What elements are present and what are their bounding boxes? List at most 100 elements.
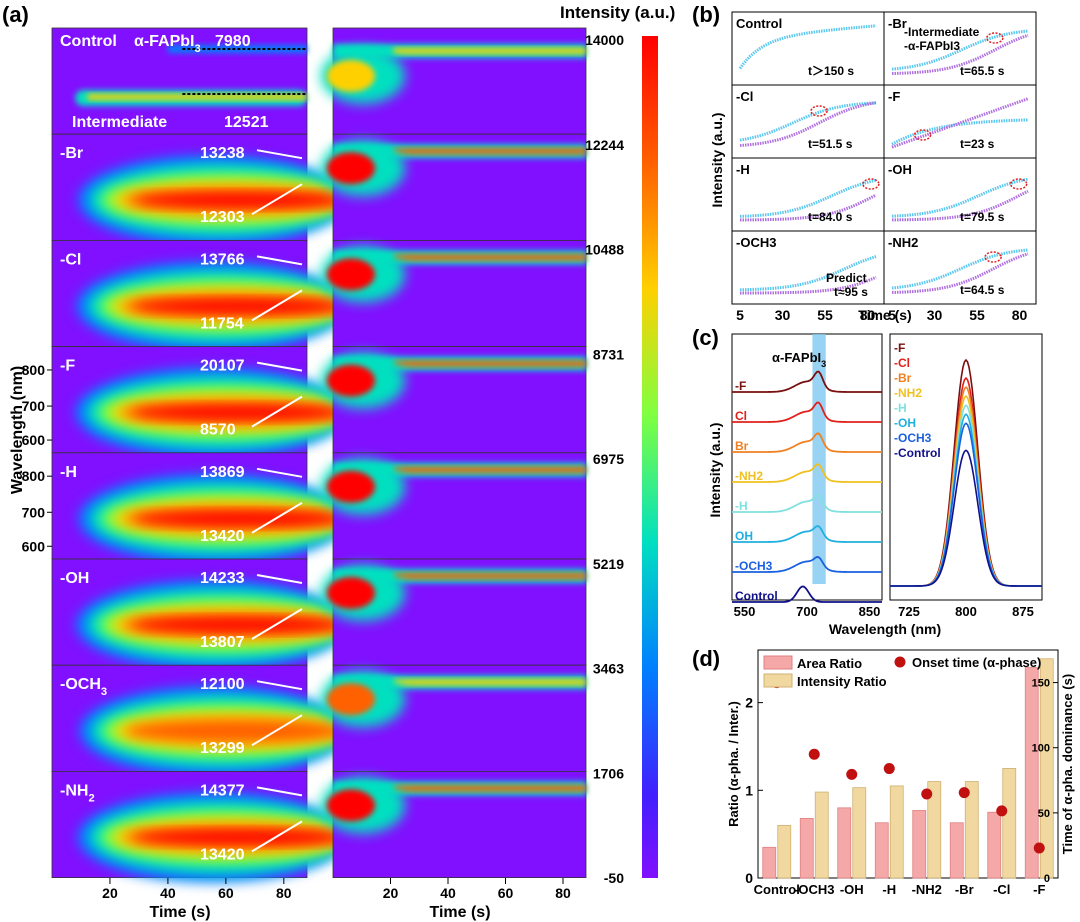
x-tick-label: 40: [440, 885, 456, 901]
heatmap-right-row: [321, 346, 587, 454]
x-tick-label: 700: [796, 604, 818, 619]
row-label: -F: [60, 358, 75, 375]
panel-b-subplot: -H t=84.0 s: [731, 157, 885, 232]
stacked-spectrum: [732, 463, 882, 483]
heatmap-intensity-layer: [133, 406, 347, 419]
colorbar-tick-label: 6975: [593, 451, 624, 467]
x-tick-label: 30: [927, 307, 943, 323]
subplot-label: -Cl: [736, 89, 753, 104]
intermediate-curve: [739, 178, 877, 218]
panel-b-ylabel: Intensity (a.u.): [709, 113, 725, 208]
x-tick-label: 60: [498, 885, 514, 901]
heatmap-right-row: [321, 558, 587, 666]
stack-label: -NH2: [735, 469, 763, 483]
panel-b-subplot-frame: [883, 157, 1037, 232]
legend-onset-marker: [894, 656, 906, 668]
stacked-spectrum: [732, 585, 882, 603]
stacked-spectrum: [732, 432, 882, 453]
y-tick-label: 700: [22, 504, 46, 520]
heatmap-right-band-core: [393, 360, 586, 367]
row-label: -H: [60, 464, 77, 481]
arrow-intermediate: [251, 183, 303, 216]
subplot-label: -OCH3: [736, 235, 776, 250]
alpha-phase-highlight: [812, 334, 826, 584]
alpha-value: 12100: [200, 676, 245, 693]
heatmap-left-row: -NH2 14377 13420: [51, 771, 347, 883]
category-label: -NH2: [912, 882, 942, 897]
alpha-curve: [891, 97, 1029, 149]
panel-a-xlabel-left: Time (s): [149, 904, 210, 921]
onset-marker: [913, 129, 932, 141]
stack-label: -F: [735, 379, 746, 393]
stack-label: OH: [735, 529, 753, 543]
subplot-note-2: t≈95 s: [834, 285, 868, 299]
heatmap-intensity-layer: [134, 299, 347, 313]
intermediate-value: 13807: [200, 634, 245, 651]
intermediate-value: 11754: [200, 315, 244, 332]
arrow-alpha: [256, 149, 303, 160]
y-tick-label: 2: [745, 695, 753, 711]
y-tick-label: 800: [22, 468, 46, 484]
intermediate-value: 13299: [200, 740, 245, 757]
subplot-label: -F: [888, 89, 900, 104]
y-tick-label: 800: [22, 362, 46, 378]
alpha-curve: [891, 189, 1029, 222]
subplot-label: -NH2: [888, 235, 918, 250]
panel-b: Control t＞150 s -Br t=65.5 s -Intermediate-α…: [731, 11, 1037, 323]
x-tick-label: 20: [383, 885, 399, 901]
pl-legend-entry: -OH: [894, 416, 916, 430]
heatmap-right-blob-core: [327, 470, 375, 503]
heatmap-left-row: Control α-FAPbI3 7980 Intermediate 12521: [51, 27, 308, 135]
arrow-intermediate: [251, 820, 303, 853]
colorbar-tick-label: 10488: [585, 242, 624, 258]
x-tick-label: 80: [276, 885, 292, 901]
subplot-note: t=64.5 s: [960, 283, 1005, 297]
x-tick-label: 80: [555, 885, 571, 901]
subplot-note: t=79.5 s: [960, 210, 1005, 224]
heatmap-left-row: -H 13869 13420: [51, 452, 347, 564]
pl-legend-entry: -NH2: [894, 386, 922, 400]
heatmap-right-row: [321, 452, 587, 560]
panel-c-label: (c): [692, 325, 719, 350]
area-ratio-bar: [912, 810, 927, 879]
category-label: -Cl: [993, 882, 1010, 897]
stacked-spectrum: [732, 556, 882, 573]
heatmap-axes: 20 20 40 40 60 60 80 80 800 700 600 800 700 600: [22, 362, 571, 901]
arrow-alpha: [256, 786, 303, 797]
intermediate-curve: [891, 248, 1029, 290]
legend-intensity-label: Intensity Ratio: [797, 674, 887, 689]
category-label: -Br: [955, 882, 974, 897]
pl-legend-entry: -OCH3: [894, 431, 932, 445]
heatmap-right-blob-core: [327, 683, 375, 716]
intensity-ratio-bar: [1039, 658, 1054, 879]
legend-alpha: -α-FAPbI3: [904, 39, 960, 53]
area-ratio-bar: [762, 846, 777, 879]
pl-legend-entry: -H: [894, 401, 907, 415]
colorbar-title: Intensity (a.u.): [560, 3, 675, 22]
legend-intermediate: -Intermediate: [904, 25, 980, 39]
pl-legend-entry: -Br: [894, 371, 912, 385]
x-tick-label: 60: [218, 885, 234, 901]
stack-label: Control: [735, 589, 778, 603]
category-label: Control: [754, 882, 800, 897]
panel-b-subplot: -NH2 t=64.5 s: [883, 230, 1037, 305]
colorbar-tick-label: 12244: [585, 137, 624, 153]
onset-marker: [984, 251, 1002, 263]
heatmap-right-band-core: [393, 466, 586, 473]
intensity-ratio-bar: [1002, 767, 1017, 879]
alpha-note: α-FAPbI3: [134, 33, 201, 55]
alpha-value: 13238: [200, 145, 245, 162]
x-tick-label: 550: [734, 604, 756, 619]
x-tick-label: 875: [1012, 604, 1034, 619]
colorbar-tick-label: 3463: [593, 661, 624, 677]
category-label: -H: [882, 882, 896, 897]
heatmap-right-band-core: [393, 785, 586, 792]
alpha-value: 7980: [215, 33, 251, 50]
colorbar-ticks: 14000 12244 10488 8731 6975 5219 3463 1706 -50: [585, 32, 624, 886]
heatmap-left-row: -Br 13238 12303: [51, 133, 348, 246]
x-tick-label: 80: [1012, 307, 1028, 323]
heatmap-intensity-layer: [135, 193, 347, 207]
alpha-value: 14377: [200, 782, 245, 799]
area-ratio-bar: [949, 822, 964, 879]
